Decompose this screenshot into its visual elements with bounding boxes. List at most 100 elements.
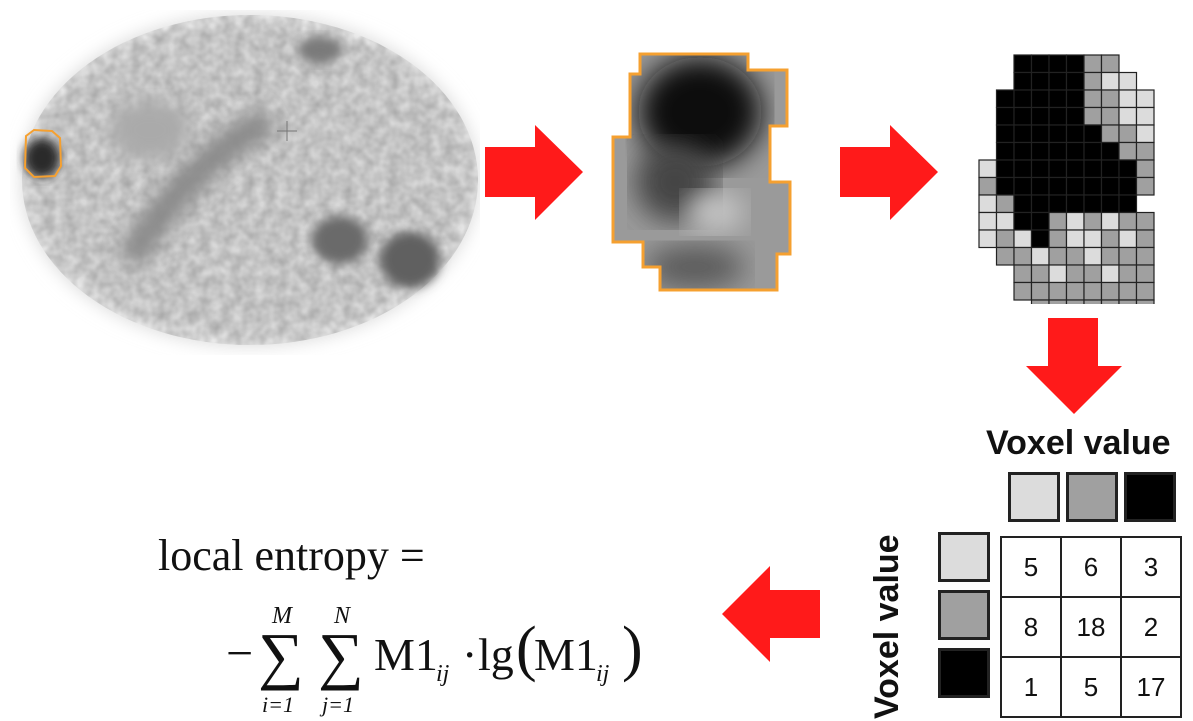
voxel-cell: [1048, 281, 1068, 301]
voxel-value-header-side: Voxel value: [868, 534, 906, 719]
voxel-cell: [1030, 194, 1050, 214]
voxel-cell: [1065, 89, 1085, 109]
voxel-cell: [1083, 194, 1103, 214]
voxel-cell: [1013, 211, 1033, 231]
voxel-cell: [1065, 54, 1085, 74]
glcm-cell: 18: [1060, 596, 1122, 658]
sum2-lower: j=1: [322, 692, 354, 717]
voxel-cell: [1135, 176, 1155, 196]
voxel-cell: [1065, 71, 1085, 91]
glcm-cell: 1: [1000, 656, 1062, 718]
voxel-cell: [1118, 71, 1138, 91]
voxel-cell: [1083, 176, 1103, 196]
voxel-cell: [1135, 159, 1155, 179]
voxel-cell: [1100, 194, 1120, 214]
voxel-cell: [1118, 141, 1138, 161]
voxel-cell: [1013, 264, 1033, 284]
close-paren: ): [622, 615, 643, 683]
voxel-cell: [1100, 281, 1120, 301]
term2-subscript: ij: [596, 661, 610, 687]
voxel-cell: [1083, 229, 1103, 249]
glcm-cell: 6: [1060, 536, 1122, 598]
term2: M1: [534, 629, 598, 680]
pet-scan-image: [22, 15, 478, 345]
gray-level-swatch-light: [938, 532, 990, 582]
voxel-cell: [1013, 54, 1033, 74]
sum1-sigma: ∑: [258, 620, 304, 691]
voxel-cell: [1083, 124, 1103, 144]
voxel-cell: [1048, 71, 1068, 91]
voxel-cell: [1118, 89, 1138, 109]
voxel-cell: [1135, 264, 1155, 284]
voxel-cell: [1048, 54, 1068, 74]
voxel-cell: [1030, 211, 1050, 231]
voxel-cell: [1118, 106, 1138, 126]
glcm-row: 1 5 17: [1000, 656, 1182, 718]
voxel-cell: [1100, 211, 1120, 231]
voxel-cell: [1030, 106, 1050, 126]
voxel-cell: [1083, 54, 1103, 74]
voxel-cell: [995, 159, 1015, 179]
voxel-cell: [1013, 281, 1033, 301]
voxel-cell: [1083, 264, 1103, 284]
voxel-cell: [1083, 141, 1103, 161]
voxel-cell: [1100, 159, 1120, 179]
voxel-cell: [1048, 299, 1068, 304]
voxel-cell: [1030, 141, 1050, 161]
voxel-cell: [1135, 246, 1155, 266]
glcm-cell: 5: [1000, 536, 1062, 598]
voxel-cell: [1083, 106, 1103, 126]
voxel-cell: [1065, 176, 1085, 196]
log-function: lg: [478, 629, 514, 680]
voxel-cell: [1100, 124, 1120, 144]
voxel-value-header-top: Voxel value: [986, 424, 1171, 462]
voxel-cell: [1030, 299, 1050, 304]
voxel-cell: [1030, 281, 1050, 301]
voxel-cell: [995, 246, 1015, 266]
voxel-cell: [1030, 246, 1050, 266]
voxel-cell: [1100, 106, 1120, 126]
voxel-cell: [1100, 71, 1120, 91]
voxel-cell: [1118, 176, 1138, 196]
voxel-cell: [1048, 159, 1068, 179]
voxel-cell: [1100, 176, 1120, 196]
roi-outline: [23, 128, 63, 179]
voxel-cell: [1083, 159, 1103, 179]
voxel-cell: [1135, 106, 1155, 126]
voxel-cell: [1065, 211, 1085, 231]
voxel-cell: [1083, 246, 1103, 266]
segmented-roi-image: [611, 52, 792, 292]
gray-level-swatch-light: [1008, 472, 1060, 522]
voxel-cell: [1048, 141, 1068, 161]
voxel-cell: [995, 141, 1015, 161]
arrow-right-icon: [840, 125, 938, 220]
voxel-cell: [1048, 124, 1068, 144]
voxel-cell: [1083, 71, 1103, 91]
voxel-cell: [1048, 106, 1068, 126]
voxel-cell: [1118, 211, 1138, 231]
voxel-cell: [995, 211, 1015, 231]
voxel-cell: [1100, 246, 1120, 266]
arrow-right-icon: [485, 125, 583, 220]
quantized-voxel-grid: [978, 54, 1155, 304]
voxel-cell: [1100, 89, 1120, 109]
voxel-cell: [1030, 89, 1050, 109]
voxel-cell: [1048, 89, 1068, 109]
voxel-cell: [1065, 281, 1085, 301]
voxel-cell: [1100, 299, 1120, 304]
voxel-cell: [995, 124, 1015, 144]
voxel-cell: [1030, 264, 1050, 284]
voxel-cell: [1065, 194, 1085, 214]
voxel-cell: [1100, 54, 1120, 74]
voxel-cell: [1048, 211, 1068, 231]
voxel-cell: [1013, 141, 1033, 161]
voxel-cell: [995, 89, 1015, 109]
voxel-cell: [978, 194, 998, 214]
voxel-cell: [1135, 229, 1155, 249]
glcm-row: 5 6 3: [1000, 536, 1182, 598]
voxel-cell: [1100, 264, 1120, 284]
glcm-cell: 8: [1000, 596, 1062, 658]
voxel-cell: [1030, 176, 1050, 196]
voxel-cell: [1013, 71, 1033, 91]
voxel-cell: [1013, 89, 1033, 109]
